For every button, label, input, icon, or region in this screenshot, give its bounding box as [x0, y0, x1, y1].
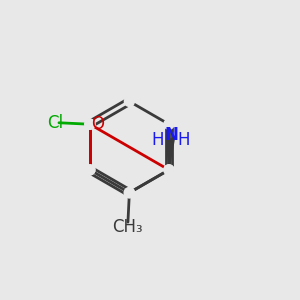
Circle shape — [164, 165, 174, 175]
Text: O: O — [92, 115, 105, 133]
Text: H: H — [152, 131, 164, 149]
Polygon shape — [167, 139, 174, 170]
Text: H: H — [177, 131, 190, 149]
Circle shape — [124, 188, 134, 198]
Text: CH₃: CH₃ — [112, 218, 143, 236]
Text: Cl: Cl — [47, 114, 64, 132]
Circle shape — [124, 96, 134, 106]
Circle shape — [85, 165, 95, 175]
Text: N: N — [164, 126, 178, 144]
Circle shape — [85, 119, 95, 129]
Circle shape — [85, 119, 95, 129]
Circle shape — [124, 188, 134, 198]
Circle shape — [164, 165, 174, 175]
Circle shape — [164, 119, 174, 129]
Circle shape — [85, 165, 95, 175]
